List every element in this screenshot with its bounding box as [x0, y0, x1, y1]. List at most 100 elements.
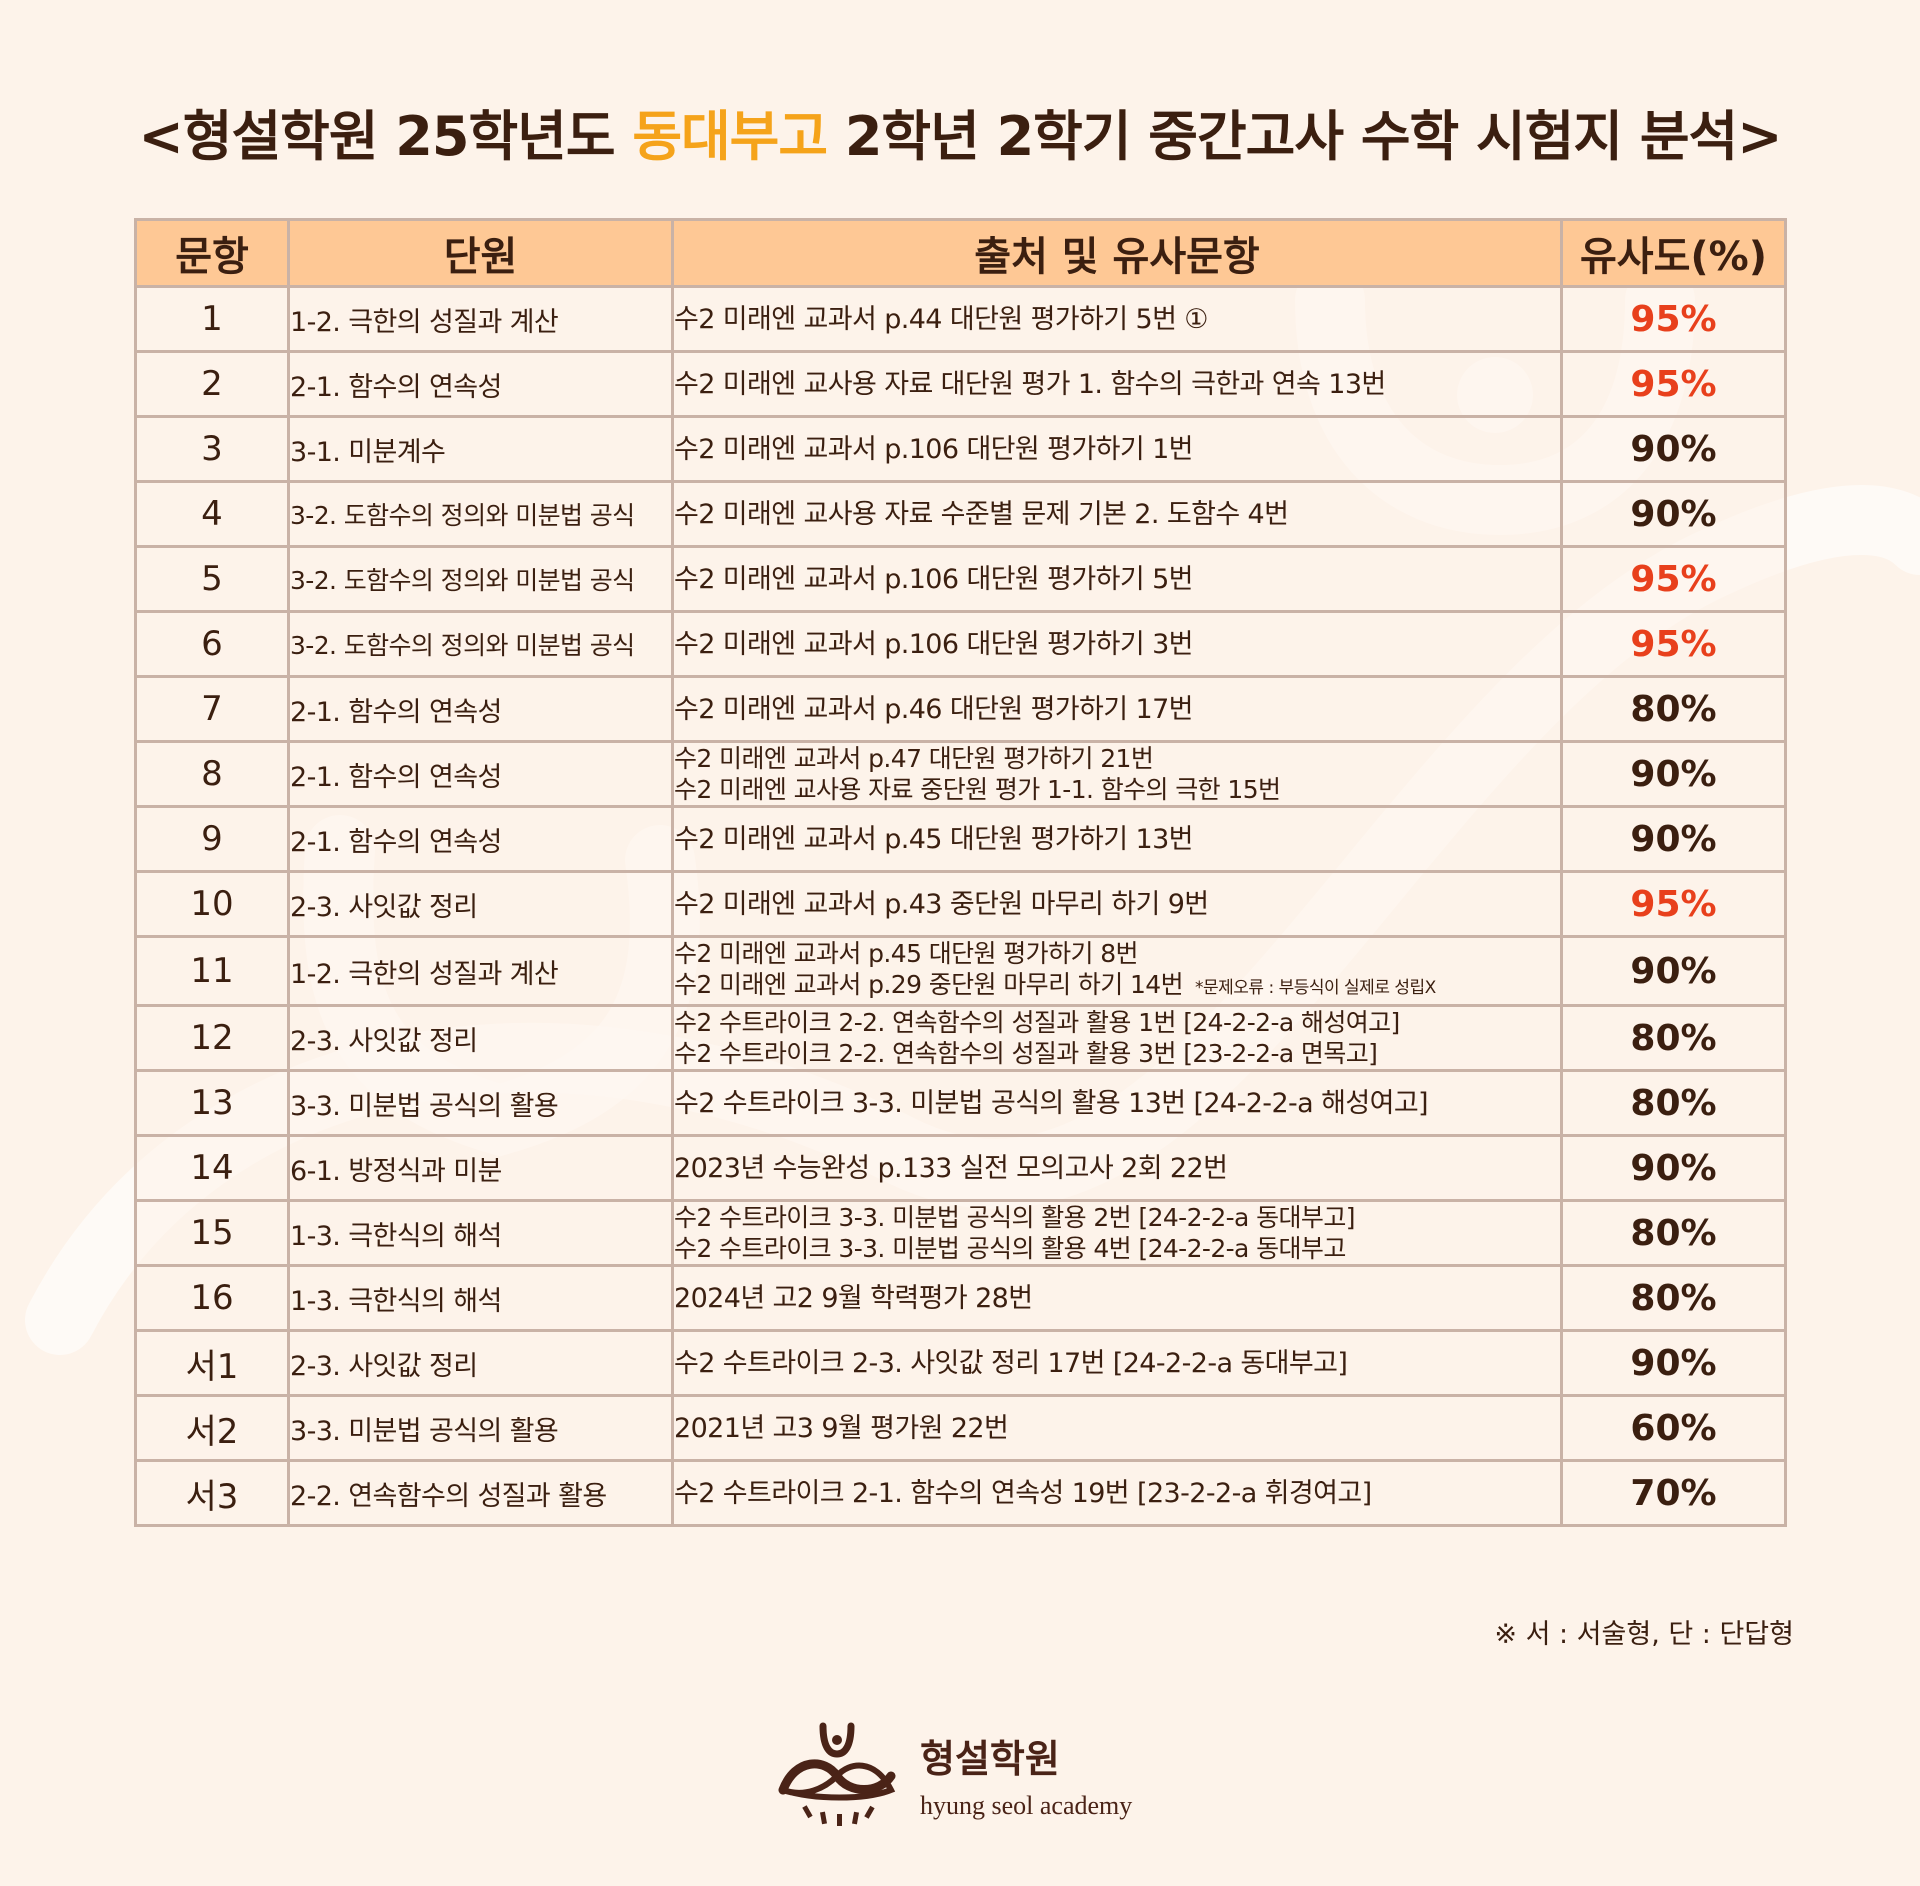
source-text: 수2 미래엔 교과서 p.43 중단원 마무리 하기 9번	[674, 888, 1210, 920]
source-line: 수2 수트라이크 3-3. 미분법 공식의 활용 13번 [24-2-2-a 해…	[676, 1087, 1559, 1120]
table-row: 6 3-2. 도함수의 정의와 미분법 공식 수2 미래엔 교과서 p.106 대단…	[134, 610, 1787, 678]
unit-name: 2-3. 사잇값 정리	[287, 1004, 674, 1072]
table-row: 5 3-2. 도함수의 정의와 미분법 공식 수2 미래엔 교과서 p.106 대단…	[134, 545, 1787, 613]
source-line: 수2 수트라이크 3-3. 미분법 공식의 활용 4번 [24-2-2-a 동대…	[674, 1233, 1559, 1263]
source-text: 수2 미래엔 교사용 자료 수준별 문제 기본 2. 도함수 4번	[674, 498, 1289, 530]
unit-name: 2-2. 연속함수의 성질과 활용	[287, 1459, 674, 1527]
unit-name: 2-1. 함수의 연속성	[287, 675, 674, 743]
source-text: 수2 수트라이크 3-3. 미분법 공식의 활용 4번 [24-2-2-a 동대…	[674, 1234, 1347, 1263]
table-body: 1 1-2. 극한의 성질과 계산 수2 미래엔 교과서 p.44 대단원 평가하기…	[134, 285, 1787, 1527]
table-row: 10 2-3. 사잇값 정리 수2 미래엔 교과서 p.43 중단원 마무리 하기 …	[134, 870, 1787, 938]
source-cell: 수2 수트라이크 2-2. 연속함수의 성질과 활용 1번 [24-2-2-a …	[671, 1004, 1563, 1072]
unit-name: 3-2. 도함수의 정의와 미분법 공식	[287, 610, 674, 678]
source-line: 수2 미래엔 교과서 p.45 대단원 평가하기 13번	[674, 823, 1559, 856]
header-similarity: 유사도(%)	[1560, 218, 1787, 288]
table-row: 3 3-1. 미분계수 수2 미래엔 교과서 p.106 대단원 평가하기 1번 90…	[134, 415, 1787, 483]
question-number: 서2	[134, 1394, 290, 1462]
source-line: 수2 미래엔 교과서 p.47 대단원 평가하기 21번	[674, 744, 1559, 775]
similarity-value: 80%	[1560, 1069, 1787, 1137]
source-text: 수2 수트라이크 2-1. 함수의 연속성 19번 [23-2-2-a 휘경여고…	[674, 1477, 1373, 1509]
source-text: 수2 미래엔 교과서 p.29 중단원 마무리 하기 14번	[674, 970, 1184, 999]
source-cell: 수2 미래엔 교과서 p.43 중단원 마무리 하기 9번	[671, 870, 1563, 938]
similarity-value: 90%	[1560, 480, 1787, 548]
question-number: 12	[134, 1004, 290, 1072]
table-row: 8 2-1. 함수의 연속성 수2 미래엔 교과서 p.47 대단원 평가하기 21…	[134, 740, 1787, 808]
similarity-value: 80%	[1560, 1004, 1787, 1072]
question-number: 서3	[134, 1459, 290, 1527]
table-row: 1 1-2. 극한의 성질과 계산 수2 미래엔 교과서 p.44 대단원 평가하기…	[134, 285, 1787, 353]
question-number: 2	[134, 350, 290, 418]
unit-name: 1-2. 극한의 성질과 계산	[287, 285, 674, 353]
source-text: 2024년 고2 9월 학력평가 28번	[674, 1282, 1034, 1314]
header-question-no: 문항	[134, 218, 290, 288]
unit-name: 1-3. 극한식의 해석	[287, 1199, 674, 1267]
question-number: 3	[134, 415, 290, 483]
source-line: 2024년 고2 9월 학력평가 28번	[674, 1282, 1559, 1315]
table-row: 15 1-3. 극한식의 해석 수2 수트라이크 3-3. 미분법 공식의 활용 2…	[134, 1199, 1787, 1267]
source-line: 2023년 수능완성 p.133 실전 모의고사 2회 22번	[676, 1152, 1559, 1185]
question-number: 4	[134, 480, 290, 548]
error-note: *문제오류 : 부등식이 실제로 성립X	[1194, 978, 1436, 998]
source-line: 수2 미래엔 교사용 자료 수준별 문제 기본 2. 도함수 4번	[674, 498, 1559, 531]
similarity-value: 60%	[1560, 1394, 1787, 1462]
source-cell: 2023년 수능완성 p.133 실전 모의고사 2회 22번	[671, 1134, 1563, 1202]
header-source: 출처 및 유사문항	[671, 218, 1563, 288]
source-cell: 수2 미래엔 교과서 p.45 대단원 평가하기 13번	[671, 805, 1563, 873]
question-number: 15	[134, 1199, 290, 1267]
source-cell: 수2 미래엔 교사용 자료 수준별 문제 기본 2. 도함수 4번	[671, 480, 1563, 548]
table-row: 13 3-3. 미분법 공식의 활용 수2 수트라이크 3-3. 미분법 공식의 활…	[134, 1069, 1787, 1137]
source-line: 수2 수트라이크 2-2. 연속함수의 성질과 활용 1번 [24-2-2-a …	[676, 1009, 1559, 1039]
similarity-value: 80%	[1560, 675, 1787, 743]
source-cell: 수2 미래엔 교과서 p.47 대단원 평가하기 21번 수2 미래엔 교사용 자…	[671, 740, 1563, 808]
similarity-value: 70%	[1560, 1459, 1787, 1527]
unit-name: 2-1. 함수의 연속성	[287, 805, 674, 873]
source-cell: 수2 미래엔 교과서 p.45 대단원 평가하기 8번 수2 미래엔 교과서 p.…	[671, 935, 1563, 1007]
source-text: 수2 미래엔 교과서 p.106 대단원 평가하기 3번	[674, 628, 1194, 660]
unit-name: 3-2. 도함수의 정의와 미분법 공식	[287, 545, 674, 613]
academy-logo: 형설학원 hyung seol academy	[775, 1718, 1132, 1830]
similarity-value: 95%	[1560, 350, 1787, 418]
question-number: 6	[134, 610, 290, 678]
hyungseol-logo-icon	[778, 1722, 896, 1826]
source-cell: 수2 미래엔 교과서 p.106 대단원 평가하기 3번	[671, 610, 1563, 678]
source-text: 수2 수트라이크 3-3. 미분법 공식의 활용 2번 [24-2-2-a 동대…	[674, 1203, 1356, 1233]
source-text: 2021년 고3 9월 평가원 22번	[674, 1412, 1009, 1444]
table-row: 11 1-2. 극한의 성질과 계산 수2 미래엔 교과서 p.45 대단원 평가하…	[134, 935, 1787, 1007]
similarity-value: 80%	[1560, 1264, 1787, 1332]
source-line: 수2 수트라이크 2-1. 함수의 연속성 19번 [23-2-2-a 휘경여고…	[674, 1477, 1559, 1510]
unit-name: 3-1. 미분계수	[287, 415, 674, 483]
source-line: 수2 미래엔 교사용 자료 대단원 평가 1. 함수의 극한과 연속 13번	[674, 368, 1559, 401]
unit-name: 2-3. 사잇값 정리	[287, 1329, 674, 1397]
logo-name-english: hyung seol academy	[920, 1790, 1133, 1820]
source-text: 수2 미래엔 교과서 p.45 대단원 평가하기 13번	[674, 823, 1194, 855]
source-cell: 2021년 고3 9월 평가원 22번	[671, 1394, 1563, 1462]
source-text: 수2 미래엔 교과서 p.45 대단원 평가하기 8번	[674, 939, 1139, 969]
unit-name: 2-1. 함수의 연속성	[287, 350, 674, 418]
source-cell: 수2 미래엔 교사용 자료 대단원 평가 1. 함수의 극한과 연속 13번	[671, 350, 1563, 418]
unit-name: 3-3. 미분법 공식의 활용	[287, 1394, 674, 1462]
unit-name: 2-3. 사잇값 정리	[287, 870, 674, 938]
source-line: 수2 미래엔 교과서 p.106 대단원 평가하기 3번	[674, 628, 1559, 661]
source-line: 수2 미래엔 교과서 p.106 대단원 평가하기 1번	[674, 433, 1559, 466]
similarity-value: 95%	[1560, 870, 1787, 938]
source-text: 수2 미래엔 교과서 p.106 대단원 평가하기 1번	[674, 433, 1194, 465]
source-line: 수2 수트라이크 2-3. 사잇값 정리 17번 [24-2-2-a 동대부고]	[676, 1347, 1559, 1380]
table-row: 16 1-3. 극한식의 해석 2024년 고2 9월 학력평가 28번 80%	[134, 1264, 1787, 1332]
source-text: 수2 미래엔 교사용 자료 대단원 평가 1. 함수의 극한과 연속 13번	[674, 368, 1387, 400]
table-header-row: 문항 단원 출처 및 유사문항 유사도(%)	[134, 218, 1787, 288]
question-number: 7	[134, 675, 290, 743]
question-number: 1	[134, 285, 290, 353]
question-number: 서1	[134, 1329, 290, 1397]
source-text: 수2 미래엔 교과서 p.47 대단원 평가하기 21번	[674, 744, 1154, 774]
unit-name: 3-2. 도함수의 정의와 미분법 공식	[287, 480, 674, 548]
question-number: 10	[134, 870, 290, 938]
logo-name-korean: 형설학원	[920, 1735, 1060, 1781]
table-row: 4 3-2. 도함수의 정의와 미분법 공식 수2 미래엔 교사용 자료 수준별 문…	[134, 480, 1787, 548]
source-line: 수2 수트라이크 3-3. 미분법 공식의 활용 2번 [24-2-2-a 동대…	[674, 1203, 1559, 1234]
source-line: 수2 미래엔 교과서 p.44 대단원 평가하기 5번 ①	[676, 303, 1559, 336]
similarity-value: 80%	[1560, 1199, 1787, 1267]
similarity-value: 90%	[1560, 740, 1787, 808]
question-number: 9	[134, 805, 290, 873]
title-school-highlight: 동대부고	[632, 105, 828, 168]
source-cell: 수2 미래엔 교과서 p.44 대단원 평가하기 5번 ①	[671, 285, 1563, 353]
